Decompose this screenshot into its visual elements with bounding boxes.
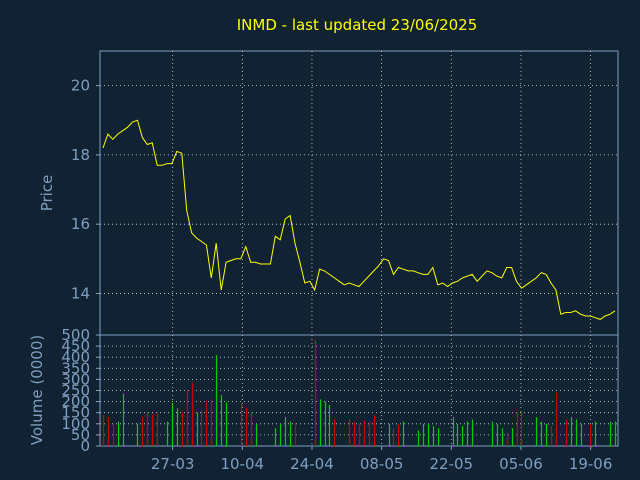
volume-tick-label: 0 — [80, 437, 90, 455]
price-axis-ticks: 20 18 16 14 — [71, 77, 100, 302]
price-tick-label: 14 — [71, 284, 90, 302]
price-tick-label: 18 — [71, 146, 90, 164]
volume-tick-label: 150 — [61, 404, 90, 422]
volume-tick-label: 200 — [61, 393, 90, 411]
volume-tick-label: 350 — [61, 359, 90, 377]
price-tick-label: 16 — [71, 215, 90, 233]
price-axis-label: Price — [38, 175, 56, 212]
volume-tick-label: 500 — [61, 326, 90, 344]
date-tick-label: 24-04 — [290, 455, 334, 473]
volume-tick-label: 400 — [61, 348, 90, 366]
date-axis-ticks: 27-03 10-04 24-04 08-05 22-05 05-06 19-06 — [151, 446, 613, 473]
chart-title: INMD - last updated 23/06/2025 — [237, 16, 478, 34]
volume-tick-label: 50 — [71, 426, 90, 444]
date-tick-label: 08-05 — [360, 455, 404, 473]
date-tick-label: 19-06 — [569, 455, 613, 473]
date-tick-label: 27-03 — [151, 455, 195, 473]
volume-axis-label: Volume (0000) — [28, 335, 46, 445]
date-tick-label: 10-04 — [221, 455, 265, 473]
price-plot-area — [99, 50, 619, 336]
volume-bars — [102, 339, 617, 446]
volume-tick-label: 250 — [61, 382, 90, 400]
volume-tick-label: 450 — [61, 337, 90, 355]
date-tick-label: 22-05 — [430, 455, 474, 473]
price-tick-label: 20 — [71, 77, 90, 95]
volume-tick-label: 300 — [61, 370, 90, 388]
price-line — [102, 119, 616, 320]
date-tick-label: 05-06 — [499, 455, 543, 473]
volume-tick-label: 100 — [61, 415, 90, 433]
